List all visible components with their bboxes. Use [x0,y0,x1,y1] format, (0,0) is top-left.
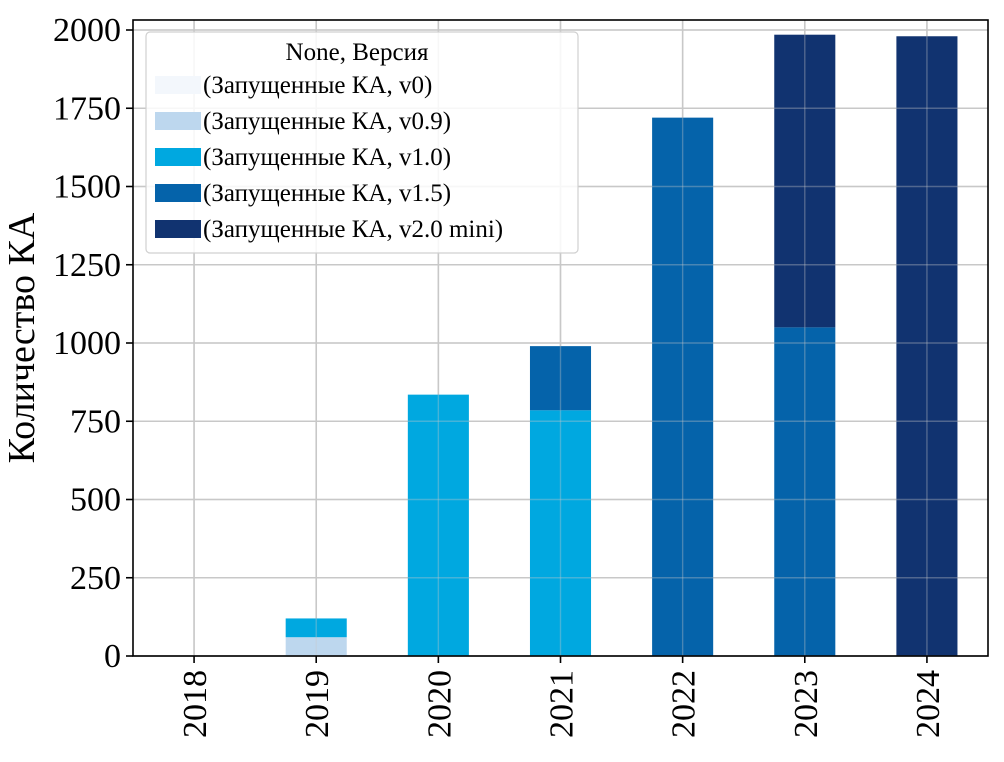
legend-items: (Запущенные КА, v0) (Запущенные КА, v0.9)… [155,72,503,243]
y-tick-label: 750 [70,403,121,440]
bar-segment [529,346,592,411]
bar-segment [652,117,714,656]
y-tick-label: 500 [70,482,121,519]
x-tick-label: 2023 [788,670,825,738]
y-tick-label: 0 [104,638,121,675]
y-tick-label: 250 [70,560,121,597]
legend-box [145,31,579,254]
y-tick-labels: 0 250 500 750 1000 1250 1500 1750 2000 [53,12,133,675]
legend: None, Версия (Запущенные КА, v0)(Запущен… [145,31,579,254]
bar-segment [774,34,836,328]
legend-label: (Запущенные КА, v2.0 mini) [203,216,503,243]
x-tick-label: 2018 [177,670,214,738]
bar-segment [896,36,958,656]
bar-segment [285,637,347,656]
y-tick-label: 1750 [53,90,121,127]
bars [133,20,988,657]
bar-segment [285,618,347,638]
legend-swatch [155,184,201,202]
x-tick-label: 2021 [544,670,581,738]
y-tick-label: 1000 [53,325,121,362]
y-axis-label: Количество КА [1,212,43,463]
y-tick-label: 1250 [53,247,121,284]
x-tick-label: 2024 [910,670,947,738]
legend-label: (Запущенные КА, v0.9) [203,108,451,135]
legend-label: (Запущенные КА, v0) [203,72,432,99]
x-tick-label: 2019 [299,670,336,738]
bar-segment [529,410,592,656]
x-tick-label: 2022 [666,670,703,738]
legend-swatch [155,112,201,130]
legend-swatch [155,220,201,238]
bar-segment [774,327,836,656]
bar-segment [407,394,469,656]
legend-label: (Запущенные КА, v1.0) [203,144,451,171]
x-tick-label: 2020 [421,670,458,738]
legend-label: (Запущенные КА, v1.5) [203,180,451,207]
x-tick-labels: 2018 2019 2020 2021 2022 2023 2024 [177,656,947,738]
legend-title: None, Версия [286,39,429,66]
legend-swatch [155,148,201,166]
y-tick-label: 2000 [53,12,121,49]
legend-swatch [155,76,201,94]
y-tick-label: 1500 [53,169,121,206]
